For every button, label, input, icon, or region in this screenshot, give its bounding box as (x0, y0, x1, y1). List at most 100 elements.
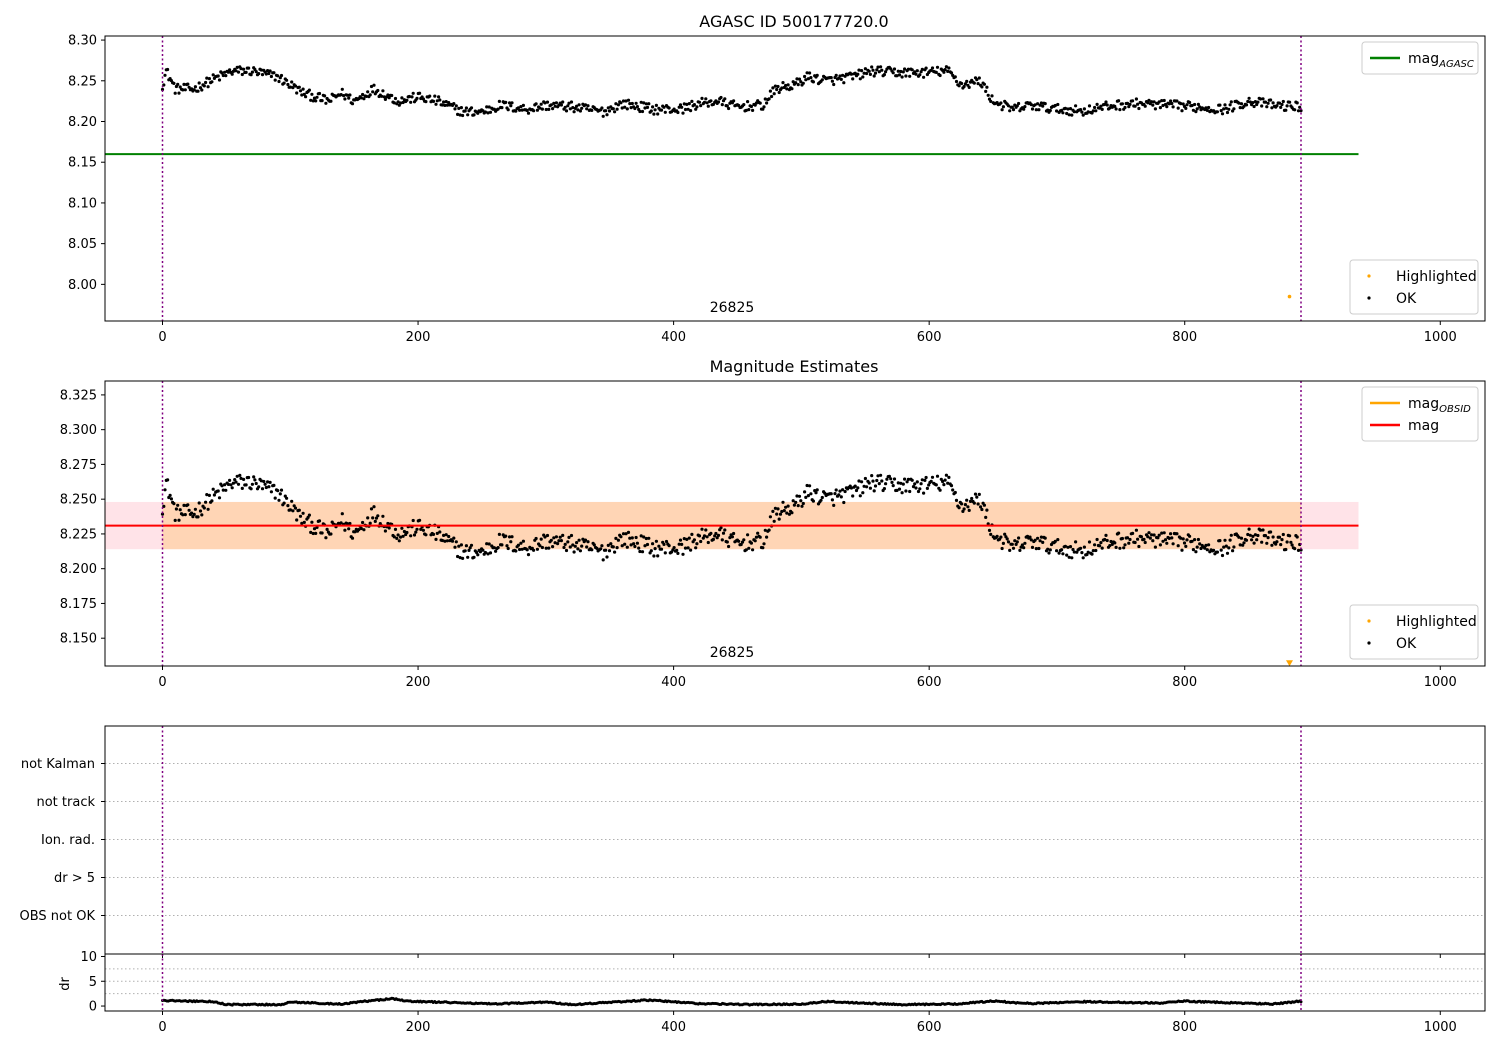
ok-point (680, 105, 684, 109)
ok-point (1280, 102, 1284, 107)
ok-point (421, 528, 425, 532)
ok-point (1188, 534, 1192, 538)
ok-point (538, 544, 542, 548)
ok-point (200, 513, 204, 517)
ok-point (1185, 538, 1189, 542)
ok-point (1143, 104, 1147, 108)
ok-point (366, 90, 370, 94)
ok-point (1269, 98, 1273, 102)
ok-point (166, 478, 170, 482)
ok-point (196, 515, 200, 519)
ok-point (867, 481, 871, 485)
ok-point (369, 84, 374, 89)
ok-point (1261, 528, 1265, 532)
ok-point (853, 71, 857, 75)
ok-point (875, 68, 879, 72)
ok-point (977, 76, 981, 80)
ok-point (938, 488, 942, 492)
ok-point (216, 74, 220, 78)
ok-point (487, 542, 491, 546)
ok-point (870, 474, 874, 478)
ok-point (613, 110, 617, 114)
ok-point (234, 69, 238, 73)
ok-point (1220, 112, 1225, 116)
ok-point (1153, 545, 1157, 549)
x-tick-label: 800 (1172, 1020, 1197, 1035)
ok-point (262, 479, 266, 484)
ok-point (509, 540, 513, 544)
ok-point (854, 488, 859, 493)
ok-point (638, 549, 642, 554)
ok-point (552, 101, 556, 105)
ok-point (984, 515, 988, 520)
ok-point (1048, 108, 1052, 113)
ok-point (1100, 546, 1104, 550)
ok-point (361, 92, 365, 97)
ok-point (924, 66, 928, 70)
ok-point (1057, 551, 1061, 555)
ok-point (424, 100, 428, 104)
ok-point (683, 107, 688, 112)
ok-point (447, 101, 451, 105)
ok-point (364, 94, 368, 98)
legend-label: OK (1396, 636, 1417, 652)
ok-point (771, 86, 775, 90)
ok-point (632, 542, 636, 546)
ok-point (249, 73, 253, 77)
ok-point (469, 543, 474, 547)
ok-point (277, 79, 281, 84)
ok-point (1195, 107, 1199, 111)
ok-point (1060, 548, 1064, 552)
ok-point (578, 549, 583, 553)
ok-point (968, 499, 973, 503)
ok-point (1087, 540, 1092, 544)
ok-point (369, 507, 374, 511)
ok-point (181, 513, 185, 517)
ok-point (235, 65, 239, 69)
ok-point (975, 495, 979, 499)
ok-point (795, 77, 799, 81)
ok-point (1043, 536, 1047, 540)
ok-point (304, 95, 308, 99)
ok-point (857, 479, 861, 483)
ok-point (1043, 102, 1047, 106)
ok-point (567, 101, 571, 105)
ok-point (250, 70, 254, 74)
ok-point (1260, 540, 1264, 544)
ok-point (775, 87, 779, 92)
ok-point (453, 545, 457, 549)
ok-point (317, 91, 322, 96)
ok-point (1151, 539, 1155, 543)
ok-point (797, 494, 802, 498)
flag-label: Ion. rad. (41, 833, 95, 848)
y-tick-label: 8.225 (60, 527, 97, 542)
ok-point (914, 72, 918, 76)
ok-point (744, 108, 748, 112)
ok-point (269, 490, 273, 494)
ok-point (642, 535, 646, 539)
ok-point (301, 87, 305, 91)
ok-point (253, 478, 257, 482)
ok-point (1238, 543, 1242, 547)
ok-point (1001, 541, 1006, 546)
ok-point (1146, 101, 1150, 105)
ok-point (571, 106, 575, 110)
ok-point (1114, 545, 1118, 550)
ok-point (910, 478, 914, 482)
ok-point (805, 71, 809, 75)
ok-point (794, 81, 798, 85)
ok-point (202, 84, 206, 88)
ok-point (324, 536, 328, 540)
ok-point (348, 521, 352, 526)
ok-point (543, 101, 547, 105)
ok-point (1242, 541, 1246, 545)
ok-point (1006, 104, 1011, 108)
estimates-panel-title: Magnitude Estimates (710, 357, 879, 376)
ok-point (1125, 536, 1130, 540)
ok-point (654, 539, 659, 543)
ok-point (600, 106, 604, 110)
ok-point (657, 544, 661, 548)
ok-point (929, 479, 933, 483)
ok-point (880, 479, 884, 483)
ok-point (497, 532, 501, 537)
